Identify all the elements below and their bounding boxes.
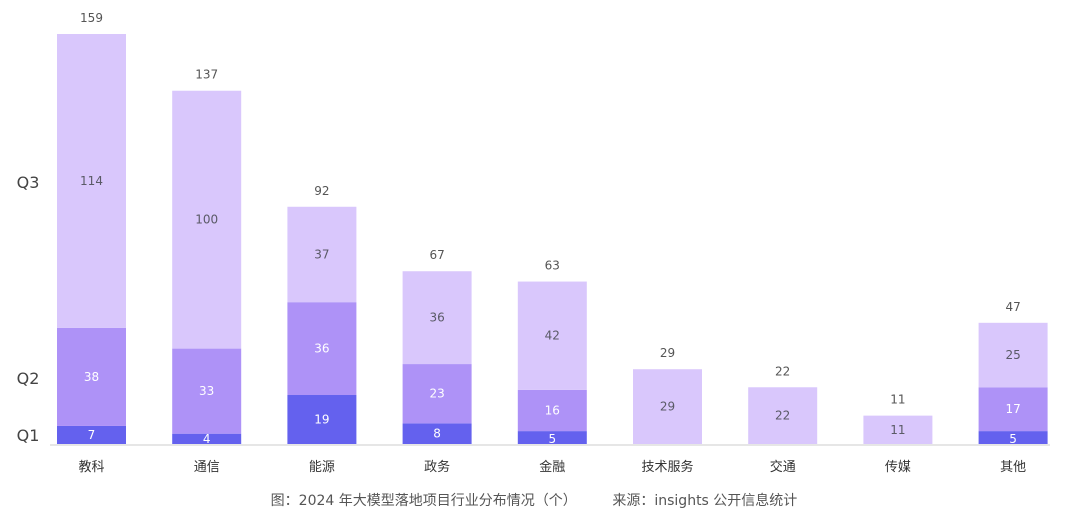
x-tick-label: 其他	[1000, 460, 1026, 475]
data-label: 17	[1005, 402, 1020, 416]
total-label: 29	[660, 346, 675, 360]
bar-q3	[633, 369, 702, 444]
bar-q1	[978, 431, 1048, 444]
bar-q1	[172, 433, 242, 444]
stacked-bar-chart: 7 38 114 159 教科 4 33 100 137 通信 19 36 37 92 能源 8 23 36 67 政…	[17, 11, 1050, 475]
data-label: 16	[545, 403, 560, 417]
x-tick-label: 交通	[770, 459, 796, 475]
data-label: 36	[429, 311, 444, 325]
x-tick-label: 技术服务	[641, 459, 693, 475]
bar-q3	[748, 387, 818, 444]
caption-title: 图：2024 年大模型落地项目行业分布情况（个）	[270, 493, 577, 509]
data-label: 33	[199, 384, 214, 398]
x-tick-label: 金融	[539, 459, 565, 475]
figure-caption: 图：2024 年大模型落地项目行业分布情况（个） 来源：insights 公开信…	[0, 490, 1068, 510]
caption-source: 来源：insights 公开信息统计	[612, 493, 798, 509]
bar-q1	[57, 425, 126, 444]
x-tick-label: 通信	[194, 460, 220, 475]
bar-q3	[57, 34, 126, 328]
total-label: 22	[775, 364, 790, 378]
data-label: 42	[545, 329, 560, 343]
data-label: 5	[548, 432, 556, 446]
bar-q3	[287, 206, 357, 303]
bar-q3	[863, 415, 933, 444]
bar-q2	[517, 389, 587, 432]
bar-q2	[402, 364, 472, 424]
total-label: 47	[1005, 300, 1020, 314]
bar-q3	[517, 281, 587, 390]
total-label: 63	[545, 259, 560, 273]
data-label: 8	[433, 427, 441, 441]
data-label: 25	[1005, 348, 1020, 362]
bar-q1	[402, 423, 472, 444]
x-tick-label: 传媒	[885, 460, 911, 475]
total-label: 67	[429, 248, 444, 262]
data-label: 22	[775, 409, 790, 423]
bar-q3	[402, 271, 472, 365]
data-label: 29	[660, 400, 675, 414]
data-label: 19	[314, 413, 329, 427]
bar-q1	[287, 395, 357, 444]
data-label: 100	[195, 213, 218, 227]
x-tick-label: 政务	[424, 459, 450, 475]
data-label: 37	[314, 247, 329, 261]
bar-q2	[57, 327, 126, 426]
bar-q2	[287, 302, 357, 396]
bar-q2	[978, 387, 1048, 432]
data-label: 11	[890, 423, 905, 437]
total-label: 92	[314, 184, 329, 198]
data-label: 7	[88, 428, 96, 442]
x-tick-label: 能源	[309, 460, 335, 475]
series-label: Q2	[17, 369, 40, 388]
data-label: 23	[429, 387, 444, 401]
data-label: 4	[203, 432, 211, 446]
bar-q2	[172, 348, 242, 434]
series-label: Q1	[17, 426, 40, 445]
bar-q3	[172, 90, 242, 349]
data-label: 38	[84, 370, 99, 384]
data-label: 5	[1009, 432, 1017, 446]
bar-q3	[978, 322, 1048, 388]
total-label: 159	[80, 11, 103, 25]
total-label: 137	[195, 68, 218, 82]
series-label: Q3	[17, 173, 40, 192]
data-label: 36	[314, 342, 329, 356]
data-label: 114	[80, 174, 103, 188]
x-tick-label: 教科	[78, 459, 104, 475]
total-label: 11	[890, 393, 905, 407]
bar-q1	[517, 431, 587, 444]
